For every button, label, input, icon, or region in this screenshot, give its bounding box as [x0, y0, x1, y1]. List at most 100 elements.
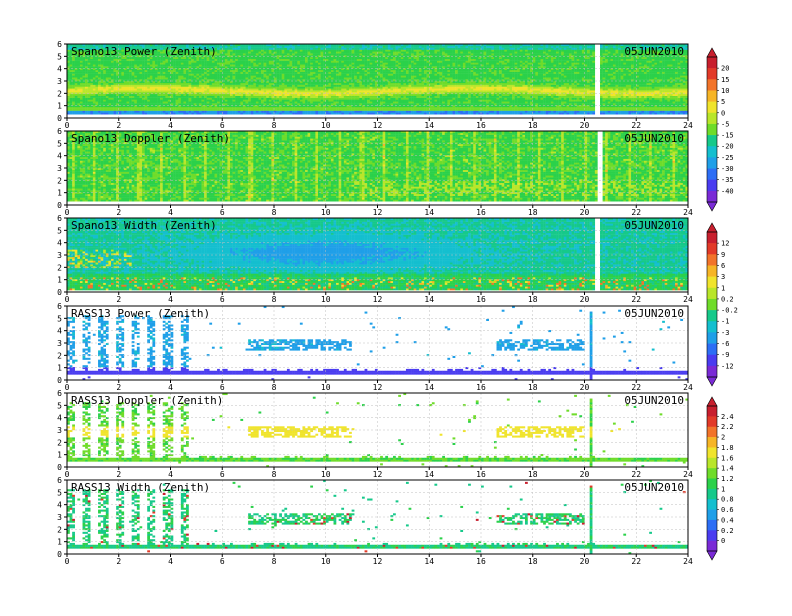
heatmap-cell	[119, 63, 122, 65]
heatmap-cell	[217, 107, 220, 109]
heatmap-cell	[145, 109, 148, 111]
heatmap-cell	[147, 101, 150, 103]
heatmap-cell	[171, 66, 174, 68]
heatmap-cell	[261, 111, 264, 113]
heatmap-cell	[313, 112, 316, 114]
heatmap-cell	[142, 111, 145, 113]
heatmap-cell	[173, 107, 176, 109]
heatmap-cell	[318, 75, 321, 77]
heatmap-cell	[191, 98, 194, 100]
heatmap-cell	[258, 74, 261, 76]
heatmap-cell	[77, 90, 80, 92]
heatmap-cell	[305, 88, 308, 90]
heatmap-cell	[108, 85, 111, 87]
heatmap-cell	[326, 70, 329, 72]
heatmap-cell	[357, 90, 360, 92]
heatmap-cell	[225, 90, 228, 92]
heatmap-cell	[95, 111, 98, 113]
heatmap-cell	[287, 101, 290, 103]
heatmap-cell	[328, 50, 331, 52]
heatmap-cell	[334, 63, 337, 65]
heatmap-cell	[339, 112, 342, 114]
heatmap-cell	[98, 100, 101, 102]
heatmap-cell	[83, 61, 86, 63]
heatmap-cell	[305, 103, 308, 105]
heatmap-cell	[160, 75, 163, 77]
heatmap-cell	[290, 96, 293, 98]
heatmap-cell	[264, 46, 267, 48]
heatmap-cell	[124, 59, 127, 61]
heatmap-cell	[85, 64, 88, 66]
heatmap-cell	[235, 77, 238, 79]
heatmap-cell	[240, 88, 243, 90]
heatmap-cell	[70, 111, 73, 113]
heatmap-cell	[163, 88, 166, 90]
heatmap-cell	[251, 107, 254, 109]
heatmap-cell	[290, 105, 293, 107]
heatmap-cell	[290, 94, 293, 96]
heatmap-cell	[256, 48, 259, 50]
heatmap-cell	[277, 92, 280, 94]
heatmap-cell	[75, 61, 78, 63]
heatmap-cell	[274, 48, 277, 50]
heatmap-cell	[191, 75, 194, 77]
heatmap-cell	[212, 74, 215, 76]
heatmap-cell	[287, 112, 290, 114]
heatmap-cell	[83, 96, 86, 98]
heatmap-cell	[142, 81, 145, 83]
heatmap-cell	[199, 72, 202, 74]
heatmap-cell	[248, 85, 251, 87]
heatmap-cell	[111, 61, 114, 63]
heatmap-cell	[240, 48, 243, 50]
heatmap-cell	[246, 81, 249, 83]
heatmap-cell	[310, 83, 313, 85]
heatmap-cell	[365, 66, 368, 68]
heatmap-cell	[142, 90, 145, 92]
heatmap-cell	[178, 83, 181, 85]
heatmap-cell	[80, 87, 83, 89]
heatmap-cell	[119, 94, 122, 96]
heatmap-cell	[152, 111, 155, 113]
heatmap-cell	[83, 66, 86, 68]
heatmap-cell	[199, 88, 202, 90]
heatmap-cell	[326, 75, 329, 77]
heatmap-cell	[134, 103, 137, 105]
heatmap-cell	[269, 107, 272, 109]
heatmap-cell	[83, 94, 86, 96]
heatmap-cell	[230, 87, 233, 89]
heatmap-cell	[256, 63, 259, 65]
heatmap-cell	[248, 51, 251, 53]
heatmap-cell	[171, 81, 174, 83]
heatmap-cell	[258, 53, 261, 55]
heatmap-cell	[346, 66, 349, 68]
heatmap-cell	[194, 74, 197, 76]
heatmap-cell	[290, 111, 293, 113]
heatmap-cell	[287, 57, 290, 59]
heatmap-cell	[132, 100, 135, 102]
heatmap-cell	[119, 77, 122, 79]
heatmap-cell	[287, 75, 290, 77]
heatmap-cell	[354, 100, 357, 102]
heatmap-cell	[365, 74, 368, 76]
heatmap-cell	[207, 64, 210, 66]
heatmap-cell	[290, 103, 293, 105]
heatmap-cell	[98, 74, 101, 76]
heatmap-cell	[326, 105, 329, 107]
heatmap-cell	[186, 77, 189, 79]
heatmap-cell	[191, 74, 194, 76]
heatmap-cell	[287, 48, 290, 50]
heatmap-cell	[72, 90, 75, 92]
heatmap-cell	[70, 101, 73, 103]
heatmap-cell	[274, 98, 277, 100]
heatmap-cell	[297, 46, 300, 48]
heatmap-cell	[72, 100, 75, 102]
heatmap-cell	[227, 72, 230, 74]
heatmap-cell	[225, 72, 228, 74]
heatmap-cell	[352, 85, 355, 87]
heatmap-cell	[217, 74, 220, 76]
heatmap-cell	[302, 74, 305, 76]
heatmap-cell	[85, 88, 88, 90]
heatmap-cell	[202, 101, 205, 103]
heatmap-cell	[186, 85, 189, 87]
heatmap-cell	[233, 75, 236, 77]
